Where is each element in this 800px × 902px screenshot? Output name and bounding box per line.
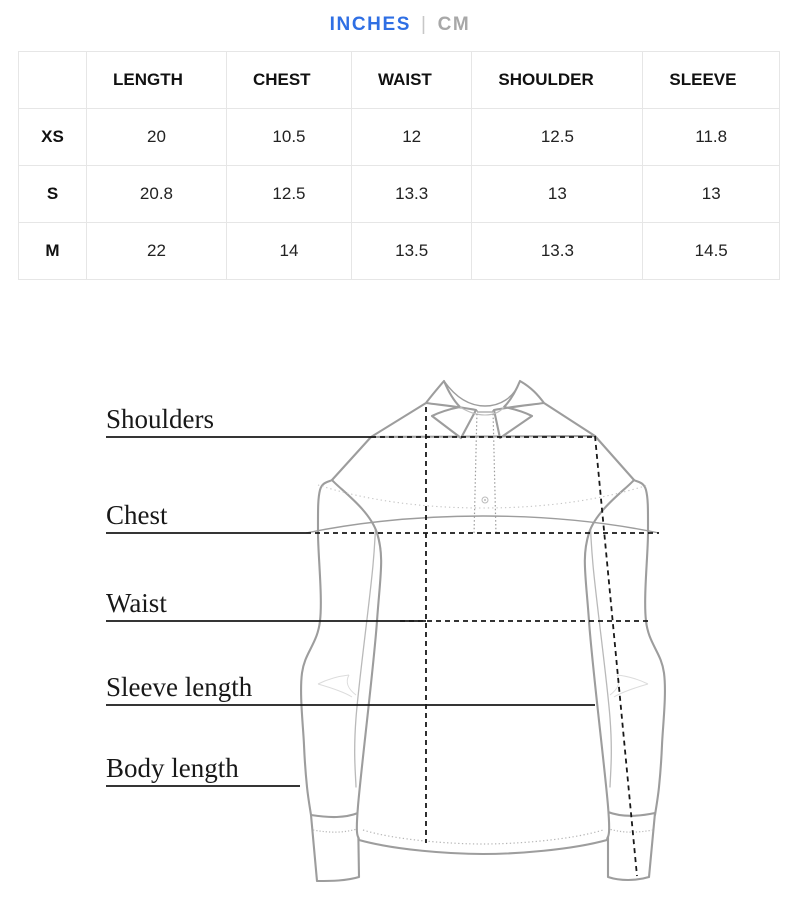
svg-text:Waist: Waist [106, 588, 167, 618]
svg-text:Body length: Body length [106, 753, 239, 783]
svg-text:Shoulders: Shoulders [106, 404, 214, 434]
svg-text:Chest: Chest [106, 500, 168, 530]
svg-text:Sleeve length: Sleeve length [106, 672, 253, 702]
